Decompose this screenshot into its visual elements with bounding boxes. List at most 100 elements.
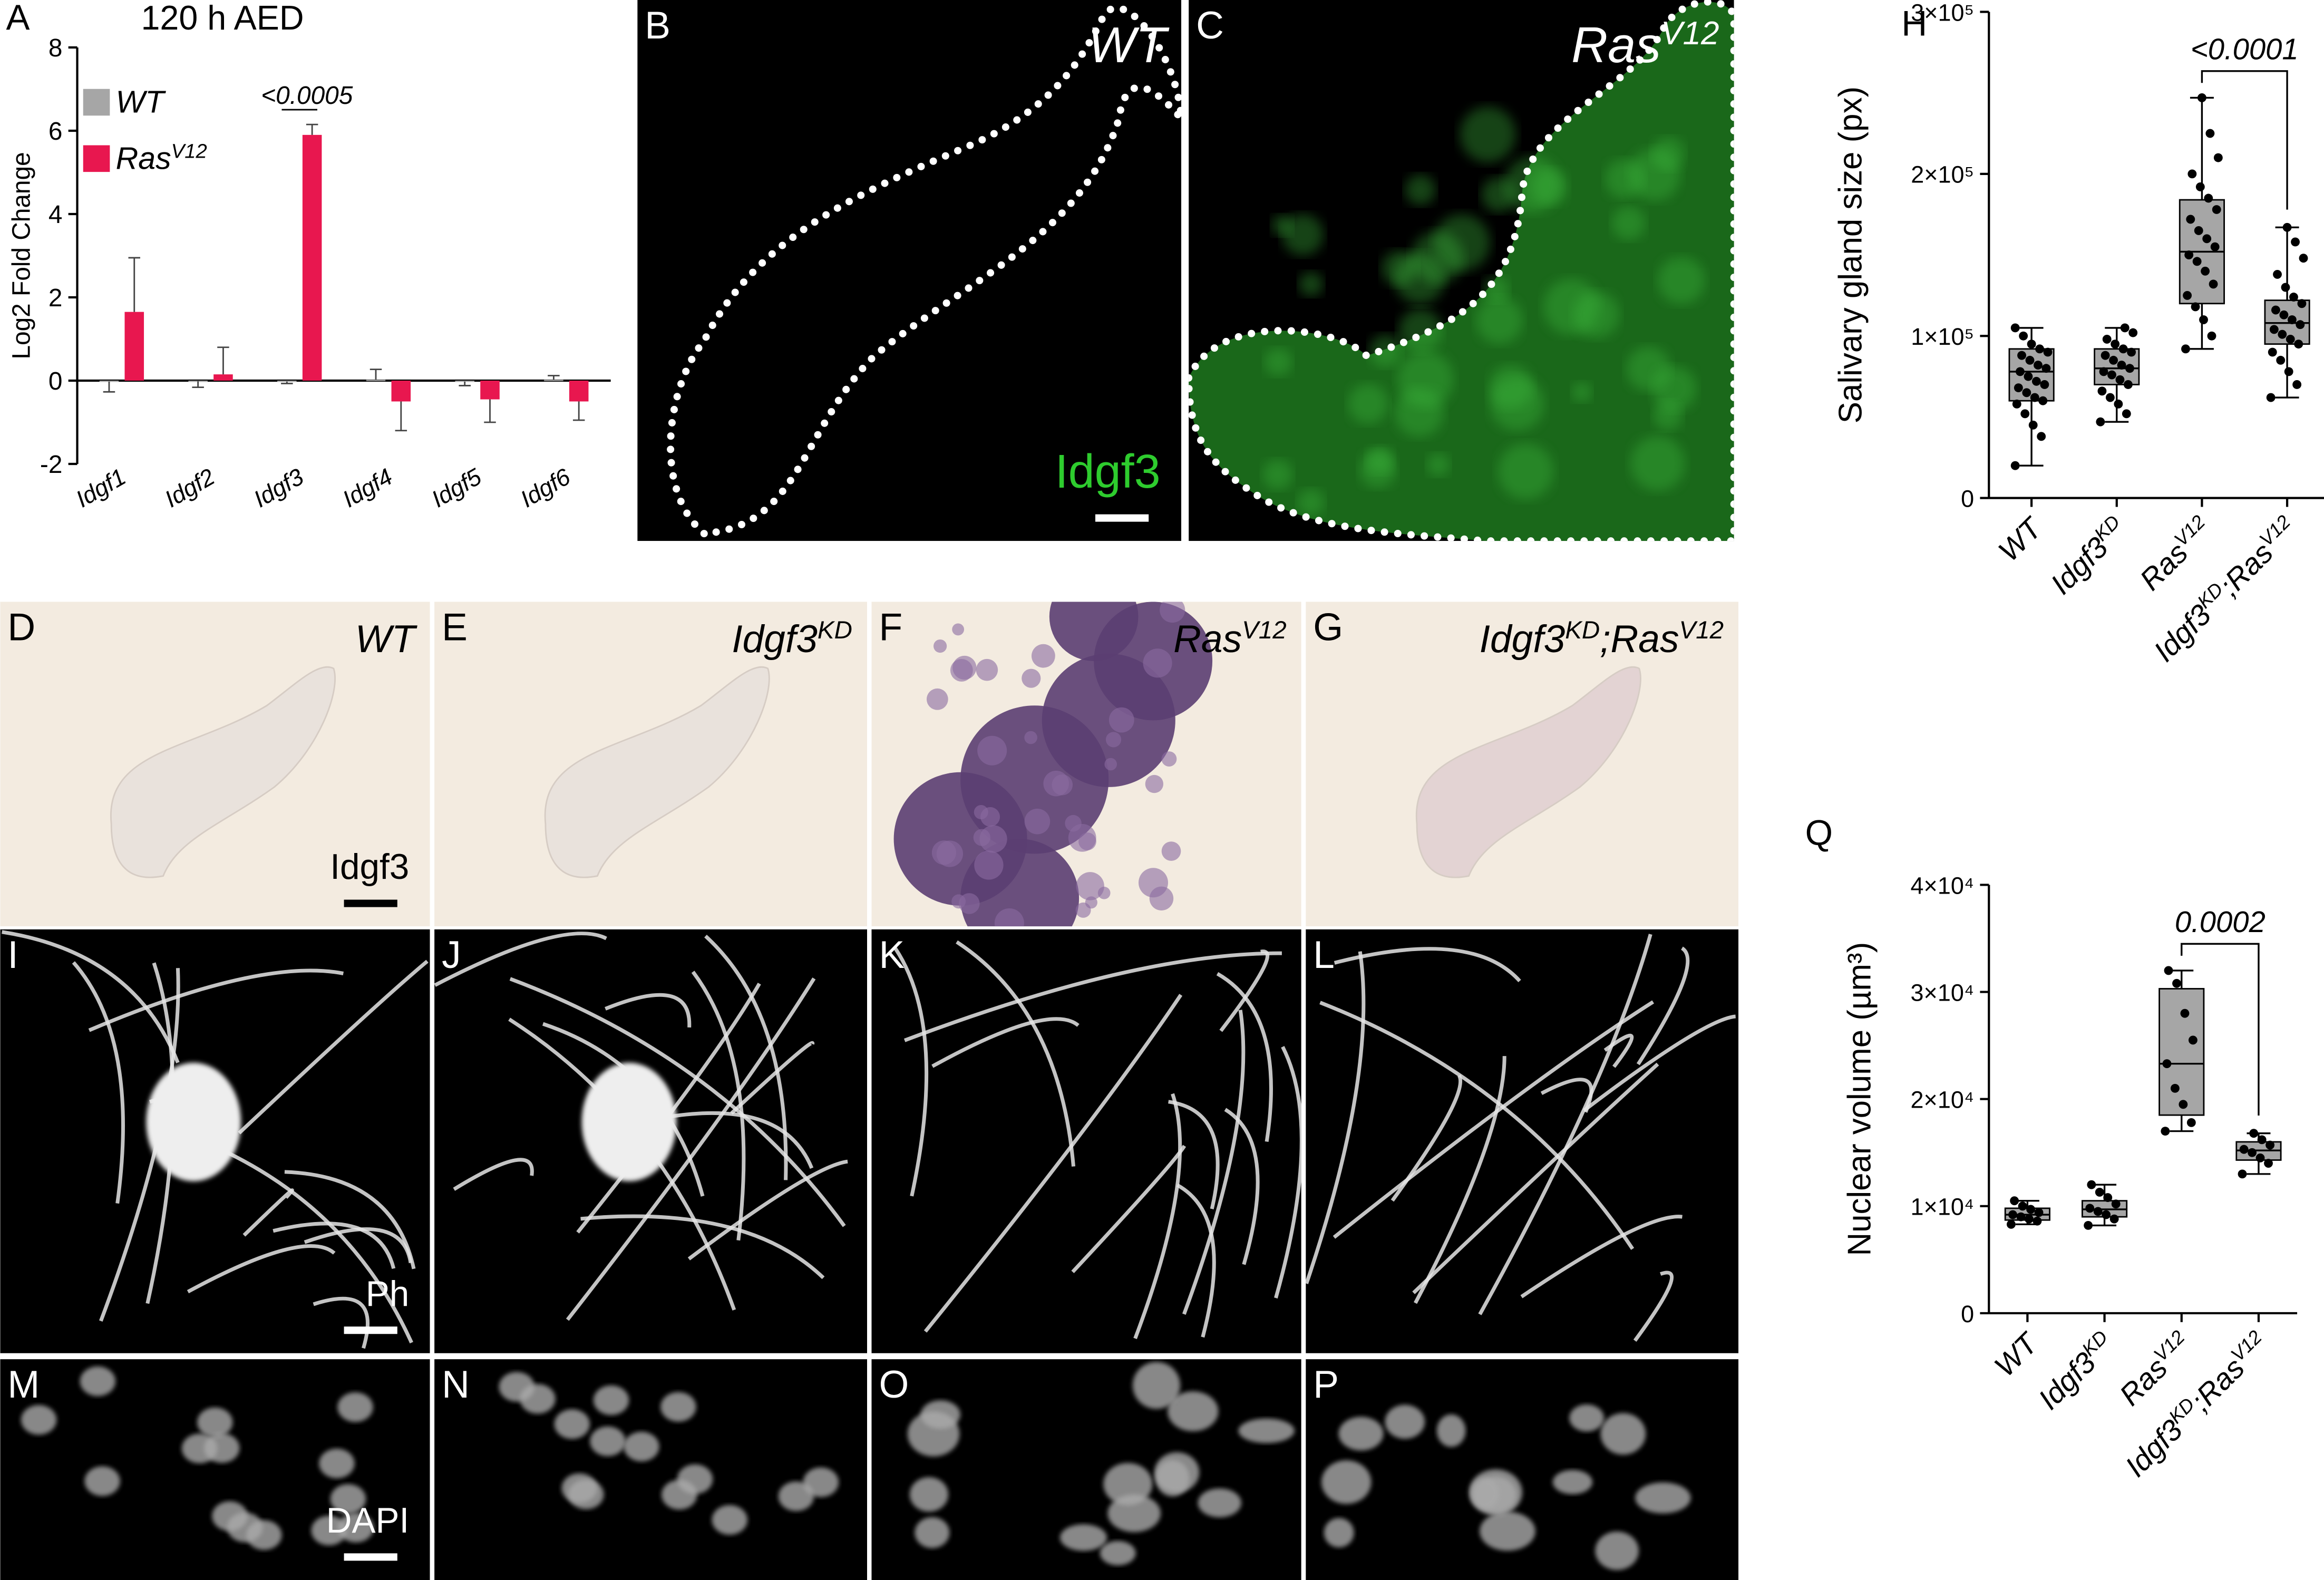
data-point [2107, 370, 2116, 380]
gfp-cell [1427, 453, 1450, 477]
data-point [2297, 299, 2307, 308]
membrane [284, 1170, 416, 1269]
membrane [1274, 1045, 1301, 1299]
gfp-cell [1398, 308, 1442, 352]
data-point [2164, 966, 2173, 975]
data-point [2186, 1118, 2196, 1127]
y-tick-label: 0 [1961, 1301, 1974, 1327]
data-point [2095, 1187, 2104, 1197]
gfp-cell [1571, 382, 1592, 402]
gfp-cell [1612, 206, 1646, 240]
data-point [2204, 193, 2213, 203]
duct [581, 1062, 677, 1181]
y-tick-label: 2×10⁴ [1911, 1087, 1975, 1113]
nucleus [1132, 1362, 1181, 1409]
nucleus [1168, 1391, 1219, 1431]
image-content [871, 1359, 1301, 1580]
gfp-cell [1433, 214, 1490, 272]
data-point [2040, 380, 2049, 389]
nucleus [1059, 1524, 1107, 1551]
panel-label-part: V12 [1679, 616, 1724, 644]
gfp-cell [1297, 489, 1325, 516]
x-tick-label: Idgf3KD [2031, 1326, 2121, 1416]
panel-letter: J [442, 934, 461, 976]
nucleus [1321, 1460, 1372, 1504]
data-point [2117, 361, 2126, 370]
data-point [2120, 323, 2129, 333]
image-panel: G Idgf3KD;RasV12 [1306, 602, 1739, 927]
membrane [923, 994, 1183, 1333]
panel-label-part: WT [355, 618, 417, 661]
nucleus [1198, 1488, 1242, 1518]
stained-cell [994, 908, 1024, 927]
data-point [2194, 226, 2203, 235]
data-point [2195, 182, 2205, 191]
membrane [434, 932, 607, 987]
membrane [1133, 1093, 1182, 1340]
data-point [2025, 355, 2035, 365]
gfp-cell [1366, 446, 1394, 474]
membrane [242, 1188, 294, 1237]
nucleus [499, 1372, 535, 1402]
data-point [2122, 409, 2131, 419]
data-point [2186, 215, 2195, 224]
data-point [2093, 1207, 2103, 1216]
stained-cell [1024, 731, 1037, 744]
gfp-cell [1299, 272, 1324, 296]
membrane [605, 993, 692, 1028]
panel-label-part: Ras [1571, 17, 1661, 73]
gland [544, 666, 770, 878]
data-point [2127, 347, 2136, 357]
legend-label-part: V12 [171, 140, 207, 162]
image-panel: L [1306, 929, 1739, 1353]
data-point [2286, 334, 2295, 344]
data-point [2010, 461, 2020, 470]
nucleus [593, 1385, 629, 1416]
data-point [2016, 1212, 2026, 1222]
nucleus [1385, 1404, 1425, 1439]
x-tick-label-part: WT [1992, 510, 2049, 568]
data-point [2239, 1145, 2249, 1154]
gfp-cell [1629, 148, 1681, 201]
data-point [2019, 331, 2028, 341]
x-tick-label: Idgf3 [249, 463, 308, 512]
y-tick-label: 8 [48, 34, 63, 62]
panel-letter: P [1313, 1363, 1339, 1406]
significance-label: 0.0002 [2175, 905, 2265, 938]
membrane [1168, 1100, 1220, 1209]
nucleus [1595, 1531, 1639, 1571]
gfp-cell [1626, 346, 1671, 391]
membrane [1390, 1074, 1463, 1202]
data-point [2096, 417, 2105, 426]
data-point [2025, 1214, 2034, 1224]
panel-label-part: KD [1565, 616, 1600, 644]
data-point [2010, 323, 2020, 333]
nucleus [1103, 1462, 1153, 1506]
nucleus [1107, 1495, 1161, 1533]
data-point [2296, 320, 2305, 329]
data-point [2249, 1129, 2259, 1138]
nucleus [660, 1392, 696, 1422]
membrane [566, 977, 816, 1321]
data-point [2030, 393, 2039, 402]
image-content [1189, 0, 1734, 541]
panel-letter: O [879, 1363, 909, 1406]
data-point [2202, 234, 2212, 244]
image-panel: M DAPI [0, 1359, 430, 1580]
membrane [88, 968, 344, 1032]
data-point [2289, 293, 2298, 302]
x-tick-label: Idgf2 [160, 463, 219, 512]
x-tick-label-part: WT [1988, 1325, 2045, 1383]
data-point [2266, 393, 2276, 402]
nucleus [590, 1426, 626, 1457]
nucleus [1324, 1518, 1354, 1548]
x-tick-label: Idgf4 [338, 463, 397, 512]
panel-letter: L [1313, 934, 1335, 976]
stained-cell [952, 623, 965, 636]
gfp-cell [1460, 106, 1516, 162]
stained-cell [973, 829, 990, 846]
data-point [2016, 367, 2025, 376]
data-point [2087, 1180, 2096, 1189]
stained-lobe [1049, 602, 1139, 661]
data-point [2084, 1220, 2093, 1230]
